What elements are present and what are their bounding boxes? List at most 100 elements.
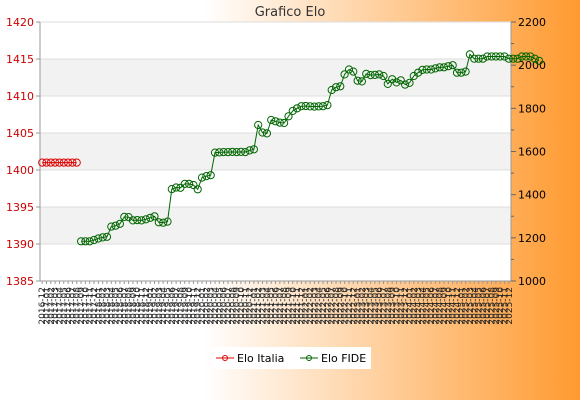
- x-tick-label: 2022-10: [341, 287, 351, 325]
- data-point-elo-italia: [38, 158, 47, 167]
- data-point-elo-fide: [357, 77, 366, 86]
- data-point-elo-fide: [228, 147, 237, 156]
- x-tick-label: 2017-08: [73, 287, 83, 325]
- x-tick-label: 2018-08: [125, 287, 135, 325]
- x-tick-label: 2017-09: [77, 287, 87, 325]
- right-tick-label: 2200: [518, 16, 546, 29]
- data-point-elo-fide: [284, 112, 293, 121]
- data-point-elo-fide: [254, 120, 263, 130]
- x-tick-label: 2021-05: [267, 287, 277, 325]
- data-point-elo-italia: [68, 158, 77, 167]
- data-point-elo-fide: [457, 68, 466, 77]
- data-point-elo-fide: [435, 63, 444, 72]
- x-tick-label: 2018-02: [99, 287, 109, 325]
- plot-bands: [40, 59, 511, 244]
- data-point-elo-fide: [331, 83, 341, 92]
- data-point-elo-fide: [353, 76, 362, 85]
- data-point-elo-fide: [98, 233, 107, 242]
- series-layer: [38, 50, 544, 246]
- x-tick-label: 2022-06: [323, 287, 333, 325]
- data-point-elo-fide: [215, 148, 224, 157]
- right-tick-label: 1000: [518, 275, 546, 288]
- data-point-elo-fide: [306, 102, 315, 111]
- legend-item-elo-fide[interactable]: Elo FIDE: [300, 352, 366, 365]
- x-tick-label: 2024-12: [453, 287, 463, 325]
- data-point-elo-fide: [128, 216, 137, 225]
- x-tick-label: 2020-05: [215, 287, 225, 325]
- data-point-elo-fide: [154, 218, 163, 227]
- data-point-elo-fide: [392, 78, 401, 87]
- x-tick-label: 2024-09: [440, 287, 450, 325]
- legend-item-elo-italia[interactable]: Elo Italia: [216, 352, 284, 365]
- data-point-elo-fide: [197, 173, 207, 182]
- x-tick-label: 2021-10: [289, 287, 299, 325]
- data-point-elo-fide: [115, 219, 125, 228]
- right-tick-label: 2000: [518, 59, 546, 72]
- x-tick-label: 2023-01: [354, 287, 364, 325]
- data-point-elo-fide: [414, 68, 423, 77]
- legend[interactable]: Elo Italia Elo FIDE: [211, 347, 371, 369]
- x-tick-label: 2021-04: [263, 287, 273, 325]
- data-point-elo-fide: [535, 56, 544, 65]
- x-tick-label: 2019-11: [189, 287, 199, 325]
- data-point-elo-fide: [530, 54, 539, 63]
- data-point-elo-fide: [94, 234, 103, 243]
- x-tick-label: 2024-03: [414, 287, 424, 325]
- data-point-elo-fide: [362, 69, 371, 78]
- data-point-elo-fide: [137, 216, 146, 225]
- legend-box: [211, 347, 371, 369]
- x-tick-label: 2024-11: [449, 287, 459, 325]
- data-point-elo-fide: [418, 65, 427, 75]
- data-point-elo-italia: [64, 158, 73, 167]
- x-tick-label: 2025-04: [470, 287, 480, 325]
- data-point-elo-fide: [318, 102, 328, 111]
- x-tick-label: 2023-06: [375, 287, 385, 325]
- x-tick-label: 2020-09: [233, 287, 243, 325]
- data-point-elo-fide: [439, 63, 449, 72]
- data-point-elo-fide: [487, 52, 496, 61]
- x-tick-label: 2025-09: [492, 287, 502, 325]
- x-tick-label: 2017-12: [90, 287, 100, 325]
- x-tick-label: 2020-02: [202, 287, 212, 325]
- x-tick-label: 2018-07: [120, 287, 130, 325]
- x-tick-label: 2022-11: [345, 287, 355, 325]
- x-tick-label: 2021-08: [280, 287, 290, 325]
- data-point-elo-fide: [422, 65, 431, 74]
- x-tick-label: 2016-12: [38, 287, 48, 325]
- x-tick-label: 2022-03: [310, 287, 320, 325]
- data-point-elo-fide: [526, 52, 535, 61]
- data-point-elo-fide: [111, 221, 120, 230]
- x-tick-label: 2018-05: [112, 287, 122, 325]
- data-point-elo-fide: [465, 50, 474, 59]
- data-point-elo-fide: [517, 52, 526, 61]
- data-point-elo-fide: [491, 52, 500, 61]
- x-tick-label: 2023-12: [401, 287, 411, 325]
- data-point-elo-fide: [405, 78, 414, 88]
- x-tick-label: 2025-02: [462, 287, 472, 325]
- x-tick-label: 2018-11: [138, 287, 148, 325]
- data-point-elo-fide: [323, 101, 332, 110]
- data-point-elo-fide: [401, 80, 410, 89]
- x-tick-label: 2022-05: [319, 287, 329, 325]
- data-point-elo-fide: [193, 185, 202, 194]
- data-point-elo-fide: [470, 54, 479, 63]
- data-point-elo-fide: [271, 117, 280, 126]
- x-tick-label: 2023-03: [362, 287, 372, 325]
- x-tick-label: 2023-08: [384, 287, 394, 325]
- x-tick-label: 2018-10: [133, 287, 143, 325]
- x-tick-label: 2025-10: [496, 287, 506, 325]
- x-tick-label: 2024-06: [427, 287, 437, 325]
- x-tick-label: 2024-07: [431, 287, 441, 325]
- data-point-elo-fide: [474, 54, 483, 63]
- data-point-elo-fide: [280, 118, 289, 128]
- data-point-elo-fide: [107, 222, 116, 231]
- x-tick-label: 2024-05: [423, 287, 433, 325]
- x-tick-label: 2020-12: [246, 287, 256, 325]
- x-tick-label: 2024-02: [410, 287, 420, 325]
- left-axis-ticks: 1385 1390 1395 1400 1405 1410 1415 1420: [6, 16, 40, 288]
- x-tick-label: 2025-05: [475, 287, 485, 325]
- x-tick-label: 2023-07: [380, 287, 390, 325]
- x-tick-label: 2019-07: [172, 287, 182, 325]
- data-point-elo-fide: [133, 216, 142, 225]
